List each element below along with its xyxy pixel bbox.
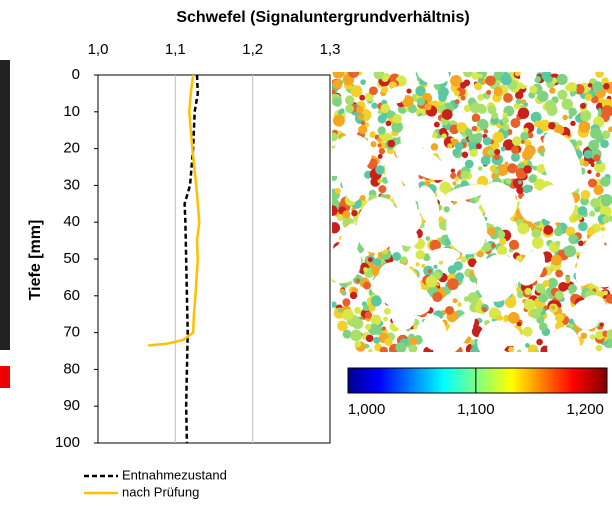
colorbar-tick-label: 1,000 <box>348 401 386 418</box>
legend-label: Entnahmezustand <box>122 467 227 482</box>
y-tick-label: 90 <box>63 397 80 414</box>
x-tick-label: 1,0 <box>88 41 109 58</box>
colorbar-tick-label: 1,100 <box>457 401 495 418</box>
y-tick-label: 50 <box>63 250 80 267</box>
chart-title: Schwefel (Signaluntergrundverhältnis) <box>176 9 469 26</box>
colorbar <box>347 367 608 394</box>
y-tick-label: 30 <box>63 176 80 193</box>
x-tick-label: 1,3 <box>320 41 341 58</box>
y-tick-label: 80 <box>63 360 80 377</box>
x-tick-label: 1,1 <box>165 41 186 58</box>
y-tick-label: 0 <box>72 66 80 83</box>
x-tick-label: 1,2 <box>242 41 263 58</box>
colorbar-tick-label: 1,200 <box>566 401 604 418</box>
series-line <box>148 74 201 347</box>
y-tick-label: 70 <box>63 324 80 341</box>
legend-label: nach Prüfung <box>122 484 199 499</box>
series-line <box>183 74 200 444</box>
cropped-image-edge <box>0 366 10 388</box>
y-axis-label: Tiefe [mm] <box>27 220 44 301</box>
plot-area <box>97 74 331 444</box>
y-tick-label: 40 <box>63 213 80 230</box>
y-tick-label: 20 <box>63 140 80 157</box>
cropped-image-edge <box>0 60 10 350</box>
y-tick-label: 10 <box>63 103 80 120</box>
y-tick-label: 100 <box>55 434 80 451</box>
y-tick-label: 60 <box>63 287 80 304</box>
sulfur-map-image <box>332 72 612 352</box>
